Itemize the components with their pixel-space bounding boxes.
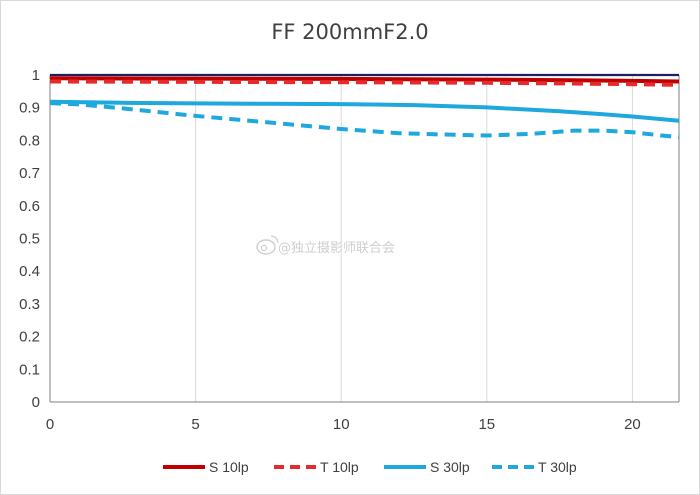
y-tick-label: 0.2 [19,329,40,346]
series-line-s-30lp [49,99,680,123]
series-line-s-10lp [49,76,680,84]
series-line-t-10lp [49,79,680,87]
y-tick-label: 1 [32,67,40,84]
legend-label: S 10lp [209,459,249,475]
x-tick-label: 0 [46,416,54,433]
y-axis-ticks: 0 0.1 0.2 0.3 0.4 0.5 0.6 0.7 0.8 0.9 1 [19,67,40,411]
y-tick-label: 0.5 [19,231,40,248]
legend-label: T 30lp [538,459,577,475]
grid-lines [195,75,633,402]
legend: S 10lp T 10lp S 30lp T 30lp [163,459,577,475]
y-tick-label: 0.9 [19,100,40,117]
legend-label: S 30lp [430,459,470,475]
x-tick-label: 5 [191,416,199,433]
series-lines [49,76,680,140]
watermark-text: @独立摄影师联合会 [278,241,395,256]
legend-label: T 10lp [320,459,359,475]
y-tick-label: 0 [32,394,40,411]
x-axis-ticks: 0 5 10 15 20 [46,416,641,433]
x-tick-label: 10 [333,416,350,433]
axes [49,73,680,403]
y-tick-label: 0.4 [19,263,40,280]
watermark: @独立摄影师联合会 [256,235,395,256]
y-tick-label: 0.8 [19,132,40,149]
weibo-icon [256,235,279,255]
chart-title: FF 200mmF2.0 [271,20,428,44]
series-line-t-30lp [49,101,680,140]
y-tick-label: 0.1 [19,361,40,378]
x-tick-label: 20 [624,416,641,433]
y-tick-label: 0.6 [19,198,40,215]
x-tick-label: 15 [478,416,495,433]
y-tick-label: 0.3 [19,296,40,313]
y-tick-label: 0.7 [19,165,40,182]
